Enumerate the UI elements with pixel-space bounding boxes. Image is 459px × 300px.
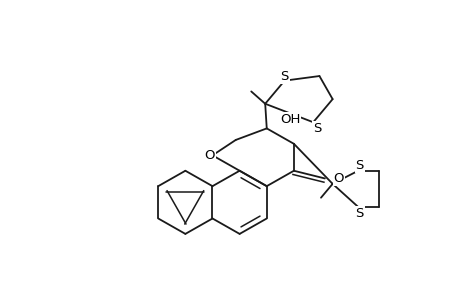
- Text: S: S: [280, 70, 288, 83]
- Text: S: S: [312, 122, 321, 135]
- Text: O: O: [204, 149, 214, 162]
- Text: S: S: [355, 207, 363, 220]
- Text: OH: OH: [279, 113, 300, 126]
- Text: S: S: [355, 159, 363, 172]
- Text: O: O: [333, 172, 343, 185]
